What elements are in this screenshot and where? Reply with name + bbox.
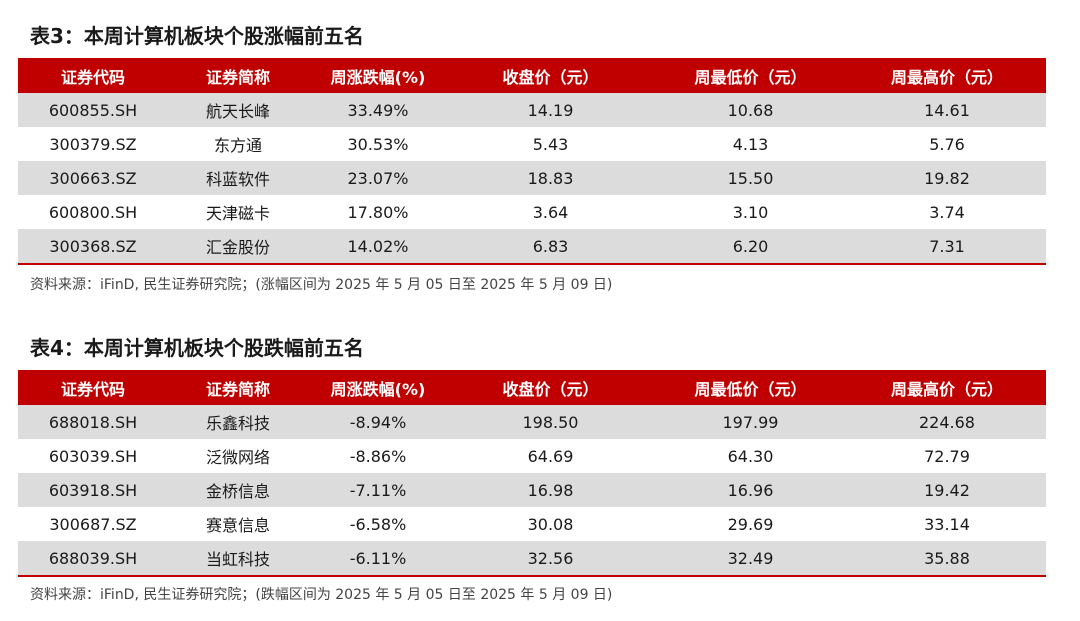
cell-name: 金桥信息 bbox=[168, 473, 308, 507]
table-row: 300663.SZ 科蓝软件 23.07% 18.83 15.50 19.82 bbox=[18, 161, 1046, 195]
cell-close: 64.69 bbox=[448, 439, 653, 473]
cell-low: 16.96 bbox=[653, 473, 848, 507]
cell-change: -7.11% bbox=[308, 473, 448, 507]
cell-code: 600855.SH bbox=[18, 93, 168, 127]
cell-name: 泛微网络 bbox=[168, 439, 308, 473]
cell-low: 64.30 bbox=[653, 439, 848, 473]
col-header-low: 周最低价（元） bbox=[653, 58, 848, 93]
cell-close: 18.83 bbox=[448, 161, 653, 195]
cell-code: 300379.SZ bbox=[18, 127, 168, 161]
table-row: 603918.SH 金桥信息 -7.11% 16.98 16.96 19.42 bbox=[18, 473, 1046, 507]
cell-change: -8.94% bbox=[308, 405, 448, 439]
cell-change: 14.02% bbox=[308, 229, 448, 265]
cell-low: 10.68 bbox=[653, 93, 848, 127]
col-header-name: 证券简称 bbox=[168, 58, 308, 93]
cell-close: 14.19 bbox=[448, 93, 653, 127]
cell-change: -6.58% bbox=[308, 507, 448, 541]
table-row: 300687.SZ 赛意信息 -6.58% 30.08 29.69 33.14 bbox=[18, 507, 1046, 541]
table3: 证券代码 证券简称 周涨跌幅(%) 收盘价（元） 周最低价（元） 周最高价（元）… bbox=[18, 58, 1046, 265]
cell-high: 19.42 bbox=[848, 473, 1046, 507]
col-header-change: 周涨跌幅(%) bbox=[308, 370, 448, 405]
table-row: 600800.SH 天津磁卡 17.80% 3.64 3.10 3.74 bbox=[18, 195, 1046, 229]
cell-low: 29.69 bbox=[653, 507, 848, 541]
cell-close: 16.98 bbox=[448, 473, 653, 507]
table-row: 688018.SH 乐鑫科技 -8.94% 198.50 197.99 224.… bbox=[18, 405, 1046, 439]
cell-close: 198.50 bbox=[448, 405, 653, 439]
cell-high: 72.79 bbox=[848, 439, 1046, 473]
col-header-close: 收盘价（元） bbox=[448, 370, 653, 405]
cell-name: 汇金股份 bbox=[168, 229, 308, 265]
cell-high: 3.74 bbox=[848, 195, 1046, 229]
cell-close: 32.56 bbox=[448, 541, 653, 577]
cell-high: 224.68 bbox=[848, 405, 1046, 439]
cell-high: 7.31 bbox=[848, 229, 1046, 265]
cell-code: 688039.SH bbox=[18, 541, 168, 577]
table3-title: 表3：本周计算机板块个股涨幅前五名 bbox=[30, 24, 364, 48]
cell-high: 35.88 bbox=[848, 541, 1046, 577]
cell-code: 300663.SZ bbox=[18, 161, 168, 195]
cell-close: 3.64 bbox=[448, 195, 653, 229]
cell-name: 航天长峰 bbox=[168, 93, 308, 127]
table4: 证券代码 证券简称 周涨跌幅(%) 收盘价（元） 周最低价（元） 周最高价（元）… bbox=[18, 370, 1046, 577]
table3-source-note: 资料来源：iFinD, 民生证券研究院；(涨幅区间为 2025 年 5 月 05… bbox=[30, 277, 613, 293]
table4-header-row: 证券代码 证券简称 周涨跌幅(%) 收盘价（元） 周最低价（元） 周最高价（元） bbox=[18, 370, 1046, 405]
table-row: 688039.SH 当虹科技 -6.11% 32.56 32.49 35.88 bbox=[18, 541, 1046, 577]
cell-change: 17.80% bbox=[308, 195, 448, 229]
cell-change: 23.07% bbox=[308, 161, 448, 195]
cell-low: 32.49 bbox=[653, 541, 848, 577]
cell-high: 14.61 bbox=[848, 93, 1046, 127]
cell-name: 天津磁卡 bbox=[168, 195, 308, 229]
cell-close: 6.83 bbox=[448, 229, 653, 265]
cell-name: 赛意信息 bbox=[168, 507, 308, 541]
cell-name: 当虹科技 bbox=[168, 541, 308, 577]
table4-source-note: 资料来源：iFinD, 民生证券研究院；(跌幅区间为 2025 年 5 月 05… bbox=[30, 587, 613, 603]
col-header-high: 周最高价（元） bbox=[848, 58, 1046, 93]
cell-name: 科蓝软件 bbox=[168, 161, 308, 195]
cell-close: 30.08 bbox=[448, 507, 653, 541]
col-header-low: 周最低价（元） bbox=[653, 370, 848, 405]
cell-low: 6.20 bbox=[653, 229, 848, 265]
col-header-high: 周最高价（元） bbox=[848, 370, 1046, 405]
cell-name: 东方通 bbox=[168, 127, 308, 161]
cell-code: 688018.SH bbox=[18, 405, 168, 439]
cell-code: 603918.SH bbox=[18, 473, 168, 507]
cell-low: 15.50 bbox=[653, 161, 848, 195]
col-header-name: 证券简称 bbox=[168, 370, 308, 405]
cell-close: 5.43 bbox=[448, 127, 653, 161]
cell-code: 600800.SH bbox=[18, 195, 168, 229]
table-row: 600855.SH 航天长峰 33.49% 14.19 10.68 14.61 bbox=[18, 93, 1046, 127]
col-header-code: 证券代码 bbox=[18, 58, 168, 93]
cell-name: 乐鑫科技 bbox=[168, 405, 308, 439]
cell-low: 4.13 bbox=[653, 127, 848, 161]
cell-change: 33.49% bbox=[308, 93, 448, 127]
col-header-close: 收盘价（元） bbox=[448, 58, 653, 93]
cell-change: -6.11% bbox=[308, 541, 448, 577]
cell-high: 33.14 bbox=[848, 507, 1046, 541]
cell-high: 5.76 bbox=[848, 127, 1046, 161]
cell-code: 300368.SZ bbox=[18, 229, 168, 265]
cell-code: 300687.SZ bbox=[18, 507, 168, 541]
cell-change: -8.86% bbox=[308, 439, 448, 473]
col-header-code: 证券代码 bbox=[18, 370, 168, 405]
cell-low: 3.10 bbox=[653, 195, 848, 229]
cell-code: 603039.SH bbox=[18, 439, 168, 473]
col-header-change: 周涨跌幅(%) bbox=[308, 58, 448, 93]
table4-title: 表4：本周计算机板块个股跌幅前五名 bbox=[30, 336, 364, 360]
cell-low: 197.99 bbox=[653, 405, 848, 439]
cell-change: 30.53% bbox=[308, 127, 448, 161]
cell-high: 19.82 bbox=[848, 161, 1046, 195]
table-row: 300368.SZ 汇金股份 14.02% 6.83 6.20 7.31 bbox=[18, 229, 1046, 265]
table3-header-row: 证券代码 证券简称 周涨跌幅(%) 收盘价（元） 周最低价（元） 周最高价（元） bbox=[18, 58, 1046, 93]
table-row: 603039.SH 泛微网络 -8.86% 64.69 64.30 72.79 bbox=[18, 439, 1046, 473]
table-row: 300379.SZ 东方通 30.53% 5.43 4.13 5.76 bbox=[18, 127, 1046, 161]
